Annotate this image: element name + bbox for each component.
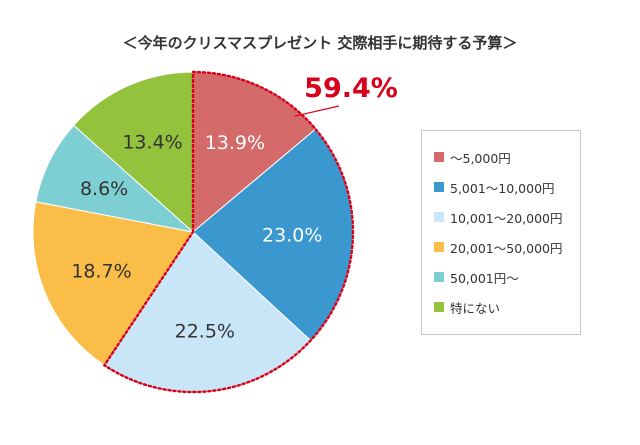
legend-swatch	[434, 212, 444, 222]
legend-item-6: 特にない	[434, 297, 500, 317]
legend-item-3: 10,001〜20,000円	[434, 207, 562, 227]
legend-item-5: 50,001円〜	[434, 267, 519, 287]
slice-value-label-1: 13.9%	[205, 132, 265, 154]
pie-slice-6	[73, 71, 194, 234]
legend-label: 10,001〜20,000円	[450, 210, 563, 226]
legend-item-1: 〜5,000円	[434, 147, 511, 167]
legend-swatch	[434, 242, 444, 252]
legend-swatch	[434, 272, 444, 282]
legend-label: 20,001〜50,000円	[450, 240, 563, 256]
legend: 〜5,000円 5,001〜10,000円 10,001〜20,000円 20,001…	[421, 130, 581, 335]
highlight-outline	[102, 70, 355, 394]
highlight-leader-line	[294, 105, 340, 117]
slice-value-label-2: 23.0%	[262, 224, 322, 246]
legend-label: 50,001円〜	[450, 270, 519, 286]
legend-label: 特にない	[450, 300, 501, 316]
slice-value-label-3: 22.5%	[175, 321, 235, 343]
legend-swatch	[434, 302, 444, 312]
legend-swatch	[434, 152, 444, 162]
slice-value-label-5: 8.6%	[80, 178, 128, 200]
legend-label: 5,001〜10,000円	[450, 180, 555, 196]
highlight-total-label: 59.4%	[304, 73, 398, 104]
slice-value-label-6: 13.4%	[122, 131, 182, 153]
pie-slice-5	[35, 124, 195, 233]
pie-slice-4	[32, 201, 194, 366]
slice-value-label-4: 18.7%	[71, 260, 131, 282]
chart-title: ＜今年のクリスマスプレゼント 交際相手に期待する予算＞	[122, 34, 518, 52]
legend-swatch	[434, 182, 444, 192]
legend-item-4: 20,001〜50,000円	[434, 237, 562, 257]
legend-item-2: 5,001〜10,000円	[434, 177, 555, 197]
legend-label: 〜5,000円	[450, 150, 511, 166]
